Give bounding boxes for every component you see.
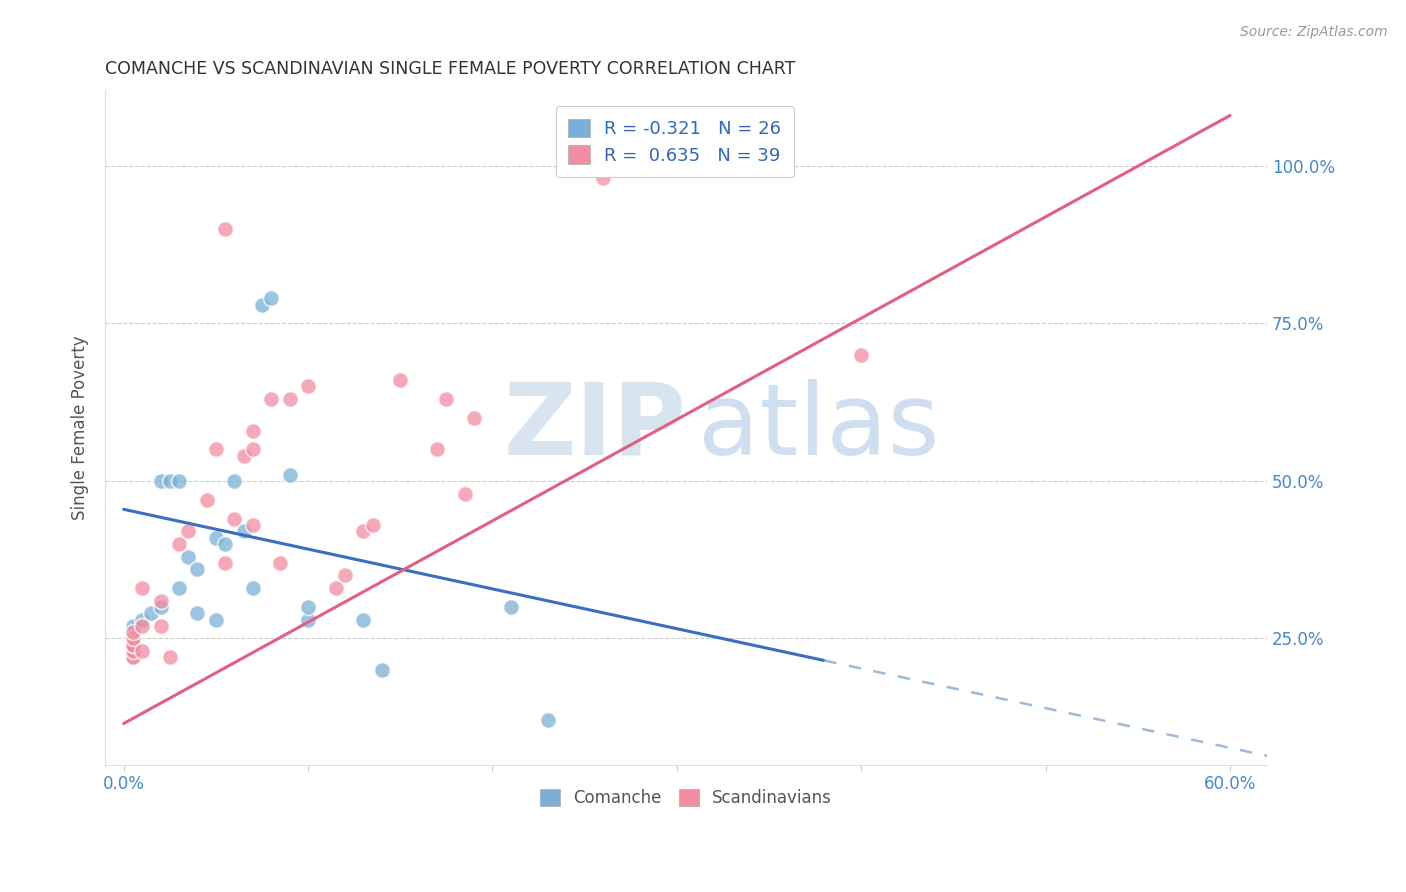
Point	[242, 424, 264, 438]
Point	[167, 537, 190, 551]
Legend: Comanche, Scandinavians: Comanche, Scandinavians	[534, 782, 838, 814]
Point	[186, 562, 208, 576]
Text: ZIP: ZIP	[503, 379, 686, 476]
Y-axis label: Single Female Poverty: Single Female Poverty	[72, 335, 89, 520]
Point	[131, 619, 153, 633]
Point	[122, 632, 145, 646]
Point	[592, 171, 614, 186]
Point	[214, 556, 236, 570]
Point	[389, 373, 412, 387]
Point	[195, 492, 218, 507]
Point	[269, 556, 291, 570]
Point	[122, 644, 145, 658]
Point	[224, 474, 246, 488]
Point	[463, 411, 485, 425]
Point	[224, 512, 246, 526]
Point	[167, 474, 190, 488]
Point	[167, 581, 190, 595]
Point	[149, 474, 172, 488]
Point	[214, 222, 236, 236]
Point	[297, 613, 319, 627]
Point	[333, 568, 356, 582]
Point	[122, 638, 145, 652]
Point	[250, 297, 273, 311]
Point	[122, 650, 145, 665]
Point	[352, 613, 374, 627]
Point	[149, 619, 172, 633]
Point	[205, 442, 228, 457]
Point	[149, 593, 172, 607]
Point	[205, 613, 228, 627]
Point	[361, 518, 384, 533]
Point	[122, 650, 145, 665]
Point	[434, 392, 457, 406]
Point	[149, 599, 172, 614]
Point	[371, 663, 394, 677]
Point	[278, 467, 301, 482]
Point	[177, 549, 200, 564]
Point	[122, 625, 145, 640]
Point	[214, 537, 236, 551]
Point	[122, 638, 145, 652]
Point	[851, 348, 873, 362]
Point	[325, 581, 347, 595]
Point	[454, 486, 477, 500]
Point	[297, 599, 319, 614]
Point	[186, 607, 208, 621]
Point	[159, 650, 181, 665]
Point	[131, 613, 153, 627]
Point	[537, 714, 560, 728]
Point	[297, 379, 319, 393]
Text: COMANCHE VS SCANDINAVIAN SINGLE FEMALE POVERTY CORRELATION CHART: COMANCHE VS SCANDINAVIAN SINGLE FEMALE P…	[105, 60, 796, 78]
Text: atlas: atlas	[697, 379, 939, 476]
Point	[232, 449, 254, 463]
Point	[242, 581, 264, 595]
Point	[122, 619, 145, 633]
Point	[242, 518, 264, 533]
Point	[242, 442, 264, 457]
Point	[260, 291, 283, 305]
Point	[141, 607, 163, 621]
Point	[205, 531, 228, 545]
Point	[499, 599, 522, 614]
Point	[352, 524, 374, 539]
Point	[426, 442, 449, 457]
Point	[159, 474, 181, 488]
Point	[131, 644, 153, 658]
Text: Source: ZipAtlas.com: Source: ZipAtlas.com	[1240, 25, 1388, 39]
Point	[278, 392, 301, 406]
Point	[232, 524, 254, 539]
Point	[131, 581, 153, 595]
Point	[177, 524, 200, 539]
Point	[260, 392, 283, 406]
